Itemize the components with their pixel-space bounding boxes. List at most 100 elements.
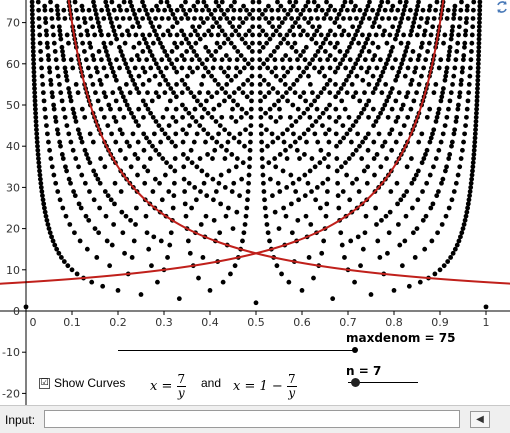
fraction-point [214, 90, 220, 96]
fraction-point [411, 98, 417, 104]
fraction-point [107, 16, 113, 21]
checkbox-box[interactable]: ☑ [39, 377, 50, 389]
fraction-point [388, 90, 393, 96]
fraction-point [462, 131, 467, 137]
fraction-point [290, 24, 296, 30]
fraction-point [244, 7, 249, 13]
fraction-point [213, 189, 219, 194]
fraction-point [148, 65, 154, 71]
fraction-point [92, 7, 98, 13]
fraction-point [213, 49, 219, 54]
fraction-point [453, 119, 459, 124]
fraction-point [466, 82, 472, 87]
fraction-point [452, 7, 457, 13]
fraction-point [260, 172, 266, 178]
curve-x-equals-n-over-y[interactable] [67, 0, 510, 285]
fraction-point [144, 230, 150, 236]
fraction-point [326, 7, 331, 13]
fraction-point [67, 222, 73, 227]
refresh-icon[interactable] [495, 0, 509, 14]
fraction-point [416, 53, 422, 58]
fraction-point [400, 57, 406, 63]
fraction-point [200, 255, 206, 260]
fraction-point [287, 114, 293, 120]
fraction-point [336, 24, 342, 30]
show-curves-checkbox[interactable]: ☑ Show Curves [39, 376, 125, 390]
fraction-point [290, 180, 296, 186]
fraction-point [143, 40, 149, 46]
fraction-point [79, 172, 85, 178]
fraction-point [446, 205, 452, 211]
fraction-point [142, 69, 148, 75]
fraction-point [340, 123, 346, 128]
fraction-point [171, 90, 176, 96]
fraction-point [194, 164, 200, 170]
fraction-point [443, 168, 448, 174]
fraction-point [199, 82, 205, 87]
fraction-point [354, 16, 359, 21]
fraction-point [419, 73, 424, 79]
fraction-point [125, 28, 130, 34]
fraction-point [127, 16, 133, 21]
fraction-point [263, 110, 268, 116]
fraction-point [185, 238, 191, 244]
fraction-point [378, 57, 383, 63]
fraction-point [388, 189, 394, 194]
fraction-point [340, 57, 346, 63]
fraction-point [309, 189, 314, 194]
fraction-point [48, 156, 54, 161]
fraction-point [42, 106, 48, 112]
input-field[interactable] [44, 410, 460, 428]
fraction-point [37, 168, 42, 174]
keyboard-icon[interactable]: ◀ [470, 411, 490, 428]
fraction-point [249, 98, 254, 104]
fraction-point [185, 86, 191, 91]
fraction-point [224, 147, 229, 153]
fraction-point [394, 180, 400, 186]
graphics-view[interactable]: 0 0.1 0.2 0.3 0.4 0.5 0.6 0.7 0.8 0.9 1-20-1001020… [0, 0, 510, 405]
fraction-point [224, 16, 230, 21]
fraction-point [394, 73, 400, 79]
fraction-point [35, 147, 41, 153]
formula-x-equals-n-over-y: x = 7 y [150, 373, 187, 400]
fraction-point [231, 180, 237, 186]
fraction-point [285, 40, 291, 46]
fraction-point [186, 180, 192, 186]
fraction-point [390, 44, 395, 50]
fraction-point [277, 106, 282, 112]
fraction-point [384, 40, 390, 46]
fraction-point [159, 57, 165, 63]
n-slider-handle[interactable] [351, 378, 360, 387]
fraction-point [410, 205, 415, 211]
fraction-point [256, 7, 262, 13]
fraction-point [110, 24, 116, 30]
fraction-point [305, 180, 311, 186]
maxdenom-slider-handle[interactable] [352, 347, 358, 353]
fraction-point [451, 131, 457, 137]
curve-x-equals-one-minus-n-over-y[interactable] [0, 0, 445, 285]
fraction-point [458, 77, 464, 83]
fraction-point [267, 176, 273, 182]
fraction-point [36, 160, 42, 166]
fraction-point [227, 57, 233, 63]
fraction-point [63, 73, 69, 79]
fraction-point [212, 57, 217, 63]
fraction-point [359, 49, 365, 54]
fraction-point [320, 180, 326, 186]
n-slider-track[interactable] [348, 382, 418, 383]
fraction-point [132, 11, 138, 17]
fraction-point [405, 114, 411, 120]
maxdenom-slider-track[interactable] [118, 350, 355, 351]
fraction-point [92, 32, 98, 38]
fraction-point [308, 16, 314, 21]
fraction-point [261, 189, 267, 194]
fraction-point [409, 156, 414, 161]
fraction-point [39, 189, 45, 194]
fraction-point [264, 40, 270, 46]
fraction-point [143, 102, 149, 108]
fraction-point [85, 65, 91, 71]
fraction-point [283, 53, 289, 58]
fraction-point [47, 69, 53, 75]
fraction-point [304, 139, 309, 145]
fraction-point [111, 114, 117, 120]
